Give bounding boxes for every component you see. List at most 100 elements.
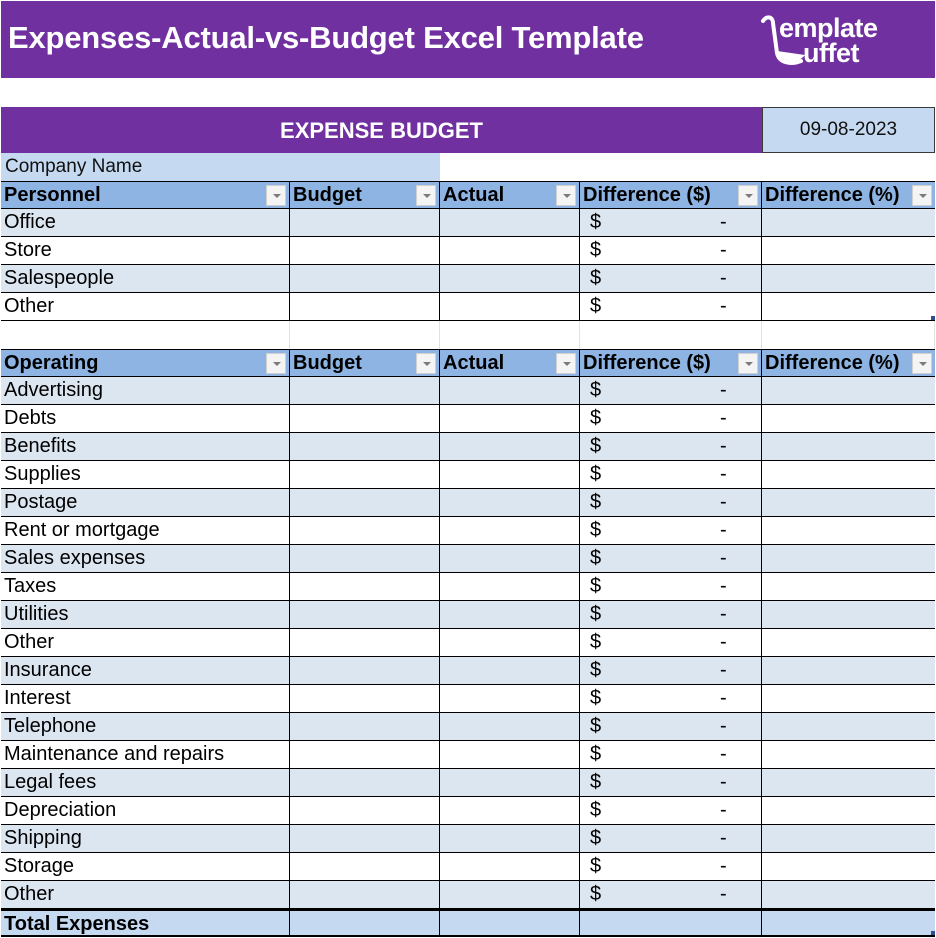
difference-dollar-cell[interactable]: $ - (580, 209, 762, 236)
filter-dropdown-icon[interactable] (266, 353, 286, 374)
actual-cell[interactable] (440, 769, 580, 796)
filter-dropdown-icon[interactable] (416, 353, 436, 374)
difference-dollar-cell[interactable]: $ - (580, 237, 762, 264)
difference-dollar-cell[interactable]: $ - (580, 293, 762, 320)
difference-percent-cell[interactable] (762, 629, 935, 656)
actual-cell[interactable] (440, 881, 580, 908)
row-label[interactable]: Other (1, 881, 290, 908)
difference-dollar-cell[interactable]: $ - (580, 685, 762, 712)
row-label[interactable]: Store (1, 237, 290, 264)
actual-cell[interactable] (440, 797, 580, 824)
filter-dropdown-icon[interactable] (912, 353, 932, 374)
row-label[interactable]: Legal fees (1, 769, 290, 796)
actual-cell[interactable] (440, 489, 580, 516)
row-label[interactable]: Benefits (1, 433, 290, 460)
budget-cell[interactable] (290, 573, 440, 600)
difference-percent-cell[interactable] (762, 881, 935, 908)
difference-percent-cell[interactable] (762, 713, 935, 740)
actual-cell[interactable] (440, 265, 580, 292)
filter-dropdown-icon[interactable] (556, 353, 576, 374)
difference-percent-cell[interactable] (762, 209, 935, 236)
difference-percent-cell[interactable] (762, 265, 935, 292)
budget-cell[interactable] (290, 601, 440, 628)
difference-dollar-cell[interactable]: $ - (580, 741, 762, 768)
difference-percent-cell[interactable] (762, 405, 935, 432)
budget-cell[interactable] (290, 489, 440, 516)
budget-cell[interactable] (290, 265, 440, 292)
table-resize-handle[interactable] (931, 316, 935, 320)
row-label[interactable]: Taxes (1, 573, 290, 600)
row-label[interactable]: Salespeople (1, 265, 290, 292)
empty-cell[interactable] (762, 321, 935, 349)
header-operating[interactable]: Operating (1, 350, 290, 376)
filter-dropdown-icon[interactable] (416, 185, 436, 206)
actual-cell[interactable] (440, 853, 580, 880)
actual-cell[interactable] (440, 237, 580, 264)
difference-dollar-cell[interactable]: $ - (580, 825, 762, 852)
row-label[interactable]: Shipping (1, 825, 290, 852)
budget-cell[interactable] (290, 545, 440, 572)
difference-dollar-cell[interactable]: $ - (580, 881, 762, 908)
actual-cell[interactable] (440, 433, 580, 460)
difference-dollar-cell[interactable]: $ - (580, 405, 762, 432)
budget-cell[interactable] (290, 433, 440, 460)
budget-cell[interactable] (290, 293, 440, 320)
budget-cell[interactable] (290, 461, 440, 488)
difference-dollar-cell[interactable]: $ - (580, 461, 762, 488)
budget-cell[interactable] (290, 741, 440, 768)
actual-cell[interactable] (440, 545, 580, 572)
row-label[interactable]: Storage (1, 853, 290, 880)
difference-dollar-cell[interactable]: $ - (580, 489, 762, 516)
difference-percent-cell[interactable] (762, 545, 935, 572)
difference-percent-cell[interactable] (762, 601, 935, 628)
difference-percent-cell[interactable] (762, 293, 935, 320)
difference-dollar-cell[interactable]: $ - (580, 629, 762, 656)
budget-cell[interactable] (290, 685, 440, 712)
total-difference-dollar-cell[interactable] (580, 911, 762, 935)
difference-percent-cell[interactable] (762, 433, 935, 460)
header-actual[interactable]: Actual (440, 182, 580, 208)
difference-dollar-cell[interactable]: $ - (580, 545, 762, 572)
budget-cell[interactable] (290, 405, 440, 432)
difference-percent-cell[interactable] (762, 741, 935, 768)
actual-cell[interactable] (440, 657, 580, 684)
actual-cell[interactable] (440, 713, 580, 740)
difference-percent-cell[interactable] (762, 685, 935, 712)
budget-cell[interactable] (290, 713, 440, 740)
header-difference-dollar[interactable]: Difference ($) (580, 350, 762, 376)
actual-cell[interactable] (440, 741, 580, 768)
filter-dropdown-icon[interactable] (738, 353, 758, 374)
empty-cell[interactable] (440, 321, 580, 349)
actual-cell[interactable] (440, 405, 580, 432)
row-label[interactable]: Telephone (1, 713, 290, 740)
row-label[interactable]: Debts (1, 405, 290, 432)
difference-percent-cell[interactable] (762, 517, 935, 544)
difference-percent-cell[interactable] (762, 853, 935, 880)
row-label[interactable]: Other (1, 293, 290, 320)
budget-cell[interactable] (290, 517, 440, 544)
company-name-cell[interactable]: Company Name (1, 153, 440, 181)
budget-cell[interactable] (290, 853, 440, 880)
difference-percent-cell[interactable] (762, 769, 935, 796)
difference-percent-cell[interactable] (762, 573, 935, 600)
difference-percent-cell[interactable] (762, 797, 935, 824)
budget-cell[interactable] (290, 769, 440, 796)
total-actual-cell[interactable] (440, 911, 580, 935)
difference-dollar-cell[interactable]: $ - (580, 265, 762, 292)
row-label[interactable]: Interest (1, 685, 290, 712)
actual-cell[interactable] (440, 601, 580, 628)
difference-dollar-cell[interactable]: $ - (580, 853, 762, 880)
difference-dollar-cell[interactable]: $ - (580, 433, 762, 460)
actual-cell[interactable] (440, 573, 580, 600)
budget-cell[interactable] (290, 377, 440, 404)
actual-cell[interactable] (440, 825, 580, 852)
row-label[interactable]: Postage (1, 489, 290, 516)
actual-cell[interactable] (440, 209, 580, 236)
row-label[interactable]: Sales expenses (1, 545, 290, 572)
header-difference-percent[interactable]: Difference (%) (762, 182, 935, 208)
budget-cell[interactable] (290, 629, 440, 656)
row-label[interactable]: Insurance (1, 657, 290, 684)
difference-dollar-cell[interactable]: $ - (580, 769, 762, 796)
actual-cell[interactable] (440, 517, 580, 544)
actual-cell[interactable] (440, 629, 580, 656)
